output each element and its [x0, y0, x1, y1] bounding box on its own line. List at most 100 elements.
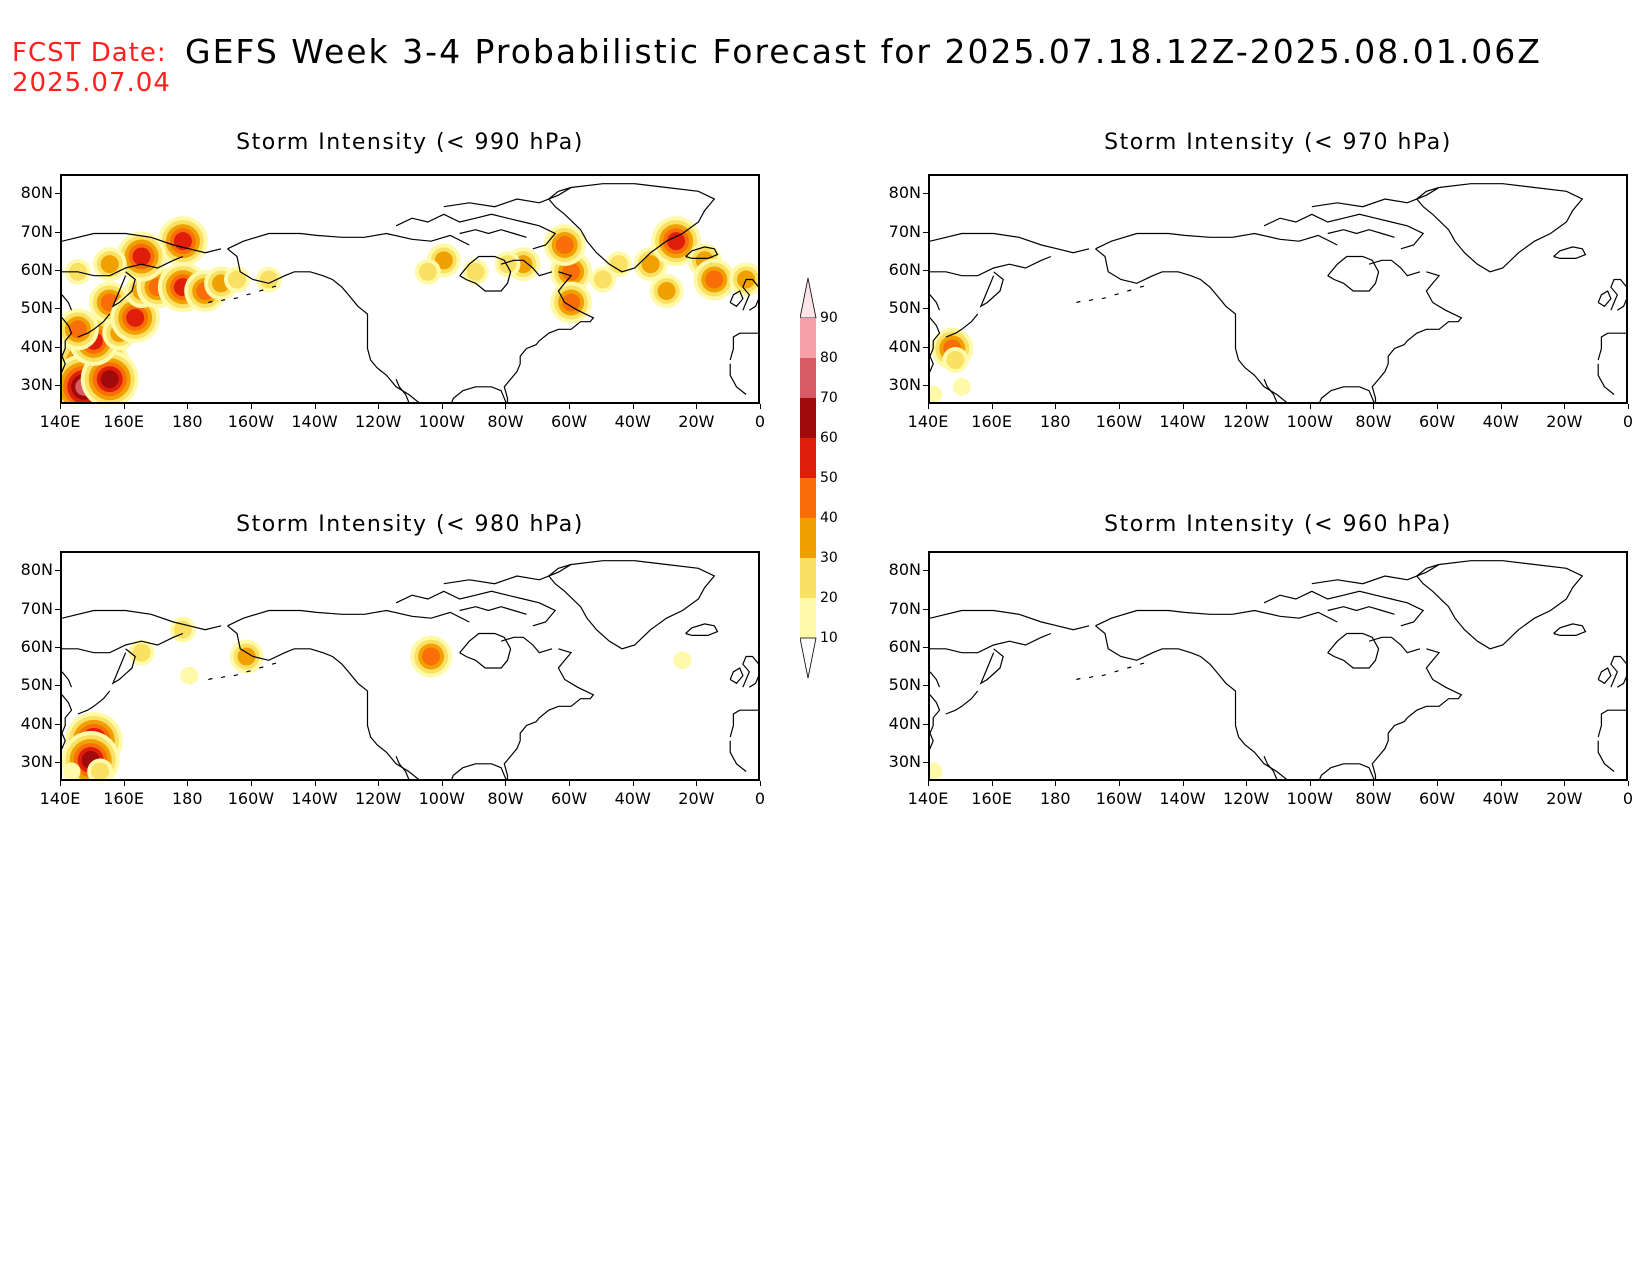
- coastline: [500, 636, 553, 654]
- coastline: [547, 183, 716, 273]
- colorbar-tick-label: 40: [820, 510, 838, 526]
- island: [208, 677, 213, 681]
- coastline: [1610, 278, 1626, 311]
- island: [233, 674, 238, 677]
- lon-tick-label: 40W: [1482, 412, 1519, 431]
- lon-tick: [505, 781, 507, 786]
- probability-blob: [562, 262, 581, 281]
- lon-tick: [1055, 781, 1057, 786]
- island: [220, 676, 226, 679]
- coastline: [1415, 183, 1584, 273]
- coastline: [1095, 625, 1288, 779]
- colorbar-tick-label: 20: [820, 590, 838, 606]
- lat-tick: [923, 761, 928, 763]
- island: [1076, 677, 1081, 681]
- panel-960-title: Storm Intensity (< 960 hPa): [1104, 512, 1452, 537]
- coastline: [1319, 763, 1375, 779]
- coastline: [503, 271, 595, 402]
- lon-tick-label: 160E: [971, 412, 1012, 431]
- lon-tick-label: 60W: [1418, 412, 1456, 431]
- coastline: [1597, 290, 1612, 308]
- lon-tick: [569, 404, 571, 409]
- coastline: [1597, 740, 1615, 772]
- lat-tick-label: 70N: [20, 221, 53, 241]
- coastline: [1327, 632, 1380, 669]
- lon-tick: [250, 781, 252, 786]
- coastline: [111, 648, 136, 685]
- coastline: [62, 632, 184, 654]
- lon-tick-label: 40W: [1482, 789, 1519, 808]
- colorbar-segment: [800, 398, 816, 438]
- lon-tick: [250, 404, 252, 409]
- lat-tick: [55, 231, 60, 233]
- lon-tick-label: 60W: [550, 789, 588, 808]
- lon-tick-label: 100W: [1286, 789, 1333, 808]
- probability-blob: [132, 643, 151, 662]
- probability-blob: [228, 270, 246, 289]
- lat-tick-label: 40N: [888, 336, 921, 356]
- coastline: [1553, 623, 1587, 637]
- lon-tick: [314, 781, 316, 786]
- lon-tick: [632, 404, 634, 409]
- lon-tick: [314, 404, 316, 409]
- colorbar-tick-label: 80: [820, 350, 838, 366]
- lon-tick: [928, 404, 929, 409]
- lon-tick: [60, 781, 61, 786]
- island: [246, 670, 251, 673]
- lon-tick-label: 40W: [614, 412, 651, 431]
- coastline: [930, 609, 1090, 631]
- island: [271, 285, 277, 288]
- coastline: [1095, 609, 1338, 627]
- lat-tick: [923, 608, 928, 610]
- lon-tick-label: 20W: [1546, 412, 1583, 431]
- lon-tick: [60, 404, 61, 409]
- coastline: [1263, 378, 1278, 402]
- lat-tick: [923, 685, 928, 687]
- coastline: [62, 294, 73, 311]
- lat-tick: [923, 346, 928, 348]
- lon-tick-label: 20W: [1546, 789, 1583, 808]
- lat-tick-label: 80N: [888, 560, 921, 580]
- coastline: [227, 232, 470, 250]
- coastline: [227, 625, 420, 779]
- lat-tick: [923, 193, 928, 195]
- island: [1076, 300, 1081, 304]
- island: [1088, 299, 1094, 302]
- lon-tick: [1182, 781, 1184, 786]
- coastline: [1327, 229, 1395, 238]
- map-canvas: [62, 560, 758, 779]
- coastline: [503, 648, 595, 779]
- coastline: [1095, 248, 1288, 402]
- probability-colorbar: [800, 277, 817, 679]
- lat-tick: [55, 346, 60, 348]
- probability-blob: [952, 377, 971, 396]
- island: [1101, 297, 1106, 300]
- coastline: [729, 332, 758, 361]
- colorbar-segment: [800, 518, 816, 558]
- coastline: [729, 290, 744, 308]
- lat-tick-label: 30N: [20, 751, 53, 771]
- coastline: [729, 363, 747, 395]
- coastline: [930, 671, 941, 688]
- coastline: [1319, 386, 1375, 402]
- coastline: [742, 655, 758, 688]
- lat-tick: [55, 646, 60, 648]
- island: [246, 293, 251, 296]
- colorbar-tick-label: 70: [820, 390, 838, 406]
- lat-tick-label: 40N: [20, 713, 53, 733]
- probability-blob: [946, 351, 965, 369]
- lon-tick-label: 180: [1039, 789, 1071, 808]
- probability-blob: [609, 255, 628, 274]
- lon-tick-label: 120W: [354, 789, 402, 808]
- lon-tick: [569, 781, 571, 786]
- island: [259, 666, 264, 669]
- coastline: [62, 694, 73, 750]
- coastline: [930, 294, 941, 311]
- lon-tick-label: 160W: [227, 412, 275, 431]
- coastline: [729, 740, 747, 772]
- page-title: GEFS Week 3-4 Probabilistic Forecast for…: [185, 32, 1542, 71]
- coastline: [547, 560, 716, 650]
- colorbar-tick-label: 60: [820, 430, 838, 446]
- lat-tick: [923, 723, 928, 725]
- lon-tick-label: 100W: [418, 412, 465, 431]
